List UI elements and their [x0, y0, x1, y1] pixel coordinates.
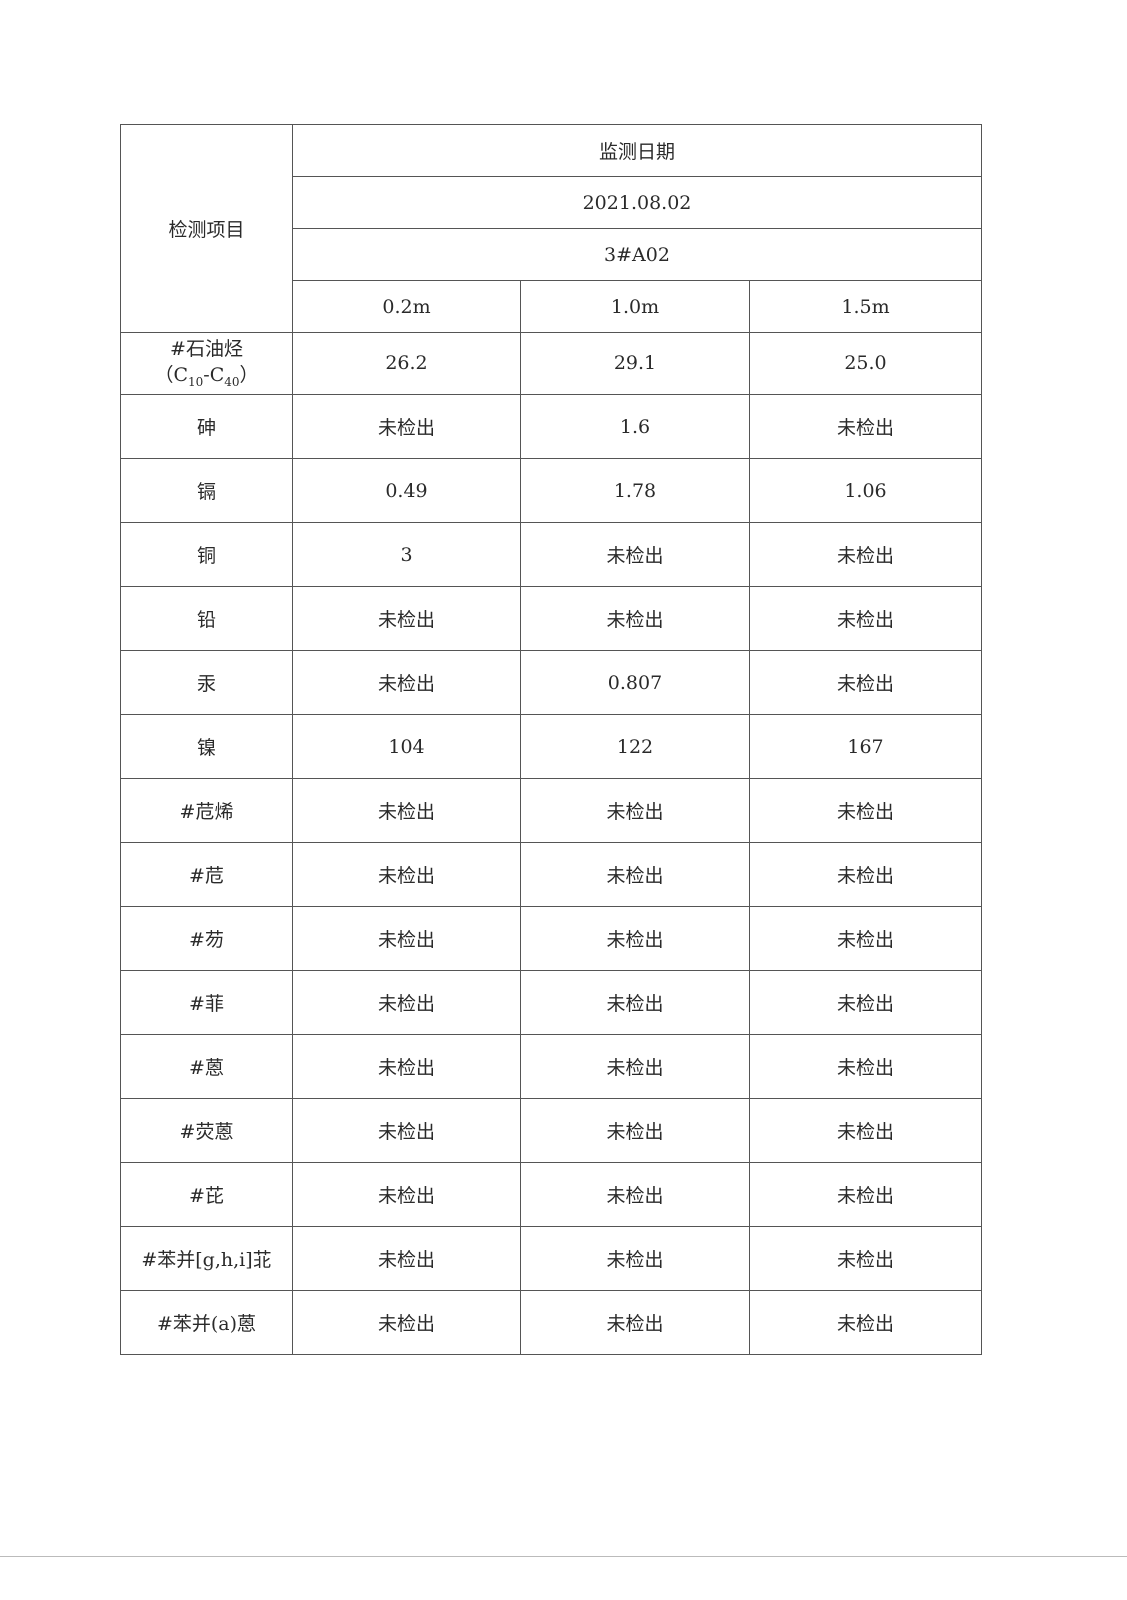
cell-value: 3 [292, 522, 521, 587]
table-row: 镉 0.49 1.78 1.06 [120, 458, 982, 523]
item-name: #菲 [120, 970, 293, 1035]
item-name: 镍 [120, 714, 293, 779]
cell-value: 未检出 [520, 1290, 750, 1355]
cell-value: 未检出 [292, 1226, 521, 1291]
cell-value: 未检出 [292, 970, 521, 1035]
item-label: #石油烃 [170, 338, 243, 361]
cell-value: 未检出 [749, 970, 982, 1035]
cell-value: 未检出 [520, 970, 750, 1035]
item-name: 铅 [120, 586, 293, 651]
cell-value: 104 [292, 714, 521, 779]
table-row: #苯并(a)蒽 未检出 未检出 未检出 [120, 1290, 982, 1355]
cell-value: 0.807 [520, 650, 750, 715]
cell-value: 未检出 [749, 842, 982, 907]
table-row: #芴 未检出 未检出 未检出 [120, 906, 982, 971]
cell-value: 未检出 [520, 842, 750, 907]
table-row: #石油烃 （C10-C40） 26.2 29.1 25.0 [120, 332, 982, 395]
cell-value: 25.0 [749, 332, 982, 395]
date-header: 监测日期 [292, 124, 982, 177]
item-name: #苊 [120, 842, 293, 907]
cell-value: 未检出 [520, 1034, 750, 1099]
cell-value: 未检出 [292, 1162, 521, 1227]
item-name: 铜 [120, 522, 293, 587]
cell-value: 未检出 [520, 1162, 750, 1227]
cell-value: 未检出 [749, 1034, 982, 1099]
table-row: 汞未检出 0.807 未检出 [120, 650, 982, 715]
cell-value: 167 [749, 714, 982, 779]
item-name: #荧蒽 [120, 1098, 293, 1163]
item-name: #苊烯 [120, 778, 293, 843]
table-row: #芘 未检出 未检出 未检出 [120, 1162, 982, 1227]
cell-value: 未检出 [749, 394, 982, 459]
item-name: #芘 [120, 1162, 293, 1227]
cell-value: 1.06 [749, 458, 982, 523]
cell-value: 未检出 [520, 906, 750, 971]
item-name: #苯并(a)蒽 [120, 1290, 293, 1355]
cell-value: 29.1 [520, 332, 750, 395]
cell-value: 未检出 [520, 586, 750, 651]
cell-value: 1.6 [520, 394, 750, 459]
cell-value: 1.78 [520, 458, 750, 523]
depth-header: 1.0m [520, 280, 750, 333]
cell-value: 0.49 [292, 458, 521, 523]
depth-header: 0.2m [292, 280, 521, 333]
cell-value: 未检出 [749, 650, 982, 715]
cell-value: 未检出 [292, 586, 521, 651]
cell-value: 未检出 [520, 778, 750, 843]
table-row: #荧蒽 未检出 未检出 未检出 [120, 1098, 982, 1163]
cell-value: 未检出 [520, 1226, 750, 1291]
table-row: 铜 3 未检出 未检出 [120, 522, 982, 587]
table-row: #菲 未检出 未检出 未检出 [120, 970, 982, 1035]
cell-value: 未检出 [292, 778, 521, 843]
table-row: 砷未检出 1.6 未检出 [120, 394, 982, 459]
cell-value: 122 [520, 714, 750, 779]
item-name: 汞 [120, 650, 293, 715]
page-edge-line [0, 1556, 1127, 1557]
point-id: 3#A02 [292, 228, 982, 281]
item-header: 检测项目 [120, 124, 293, 333]
date-value: 2021.08.02 [292, 176, 982, 229]
item-name: 砷 [120, 394, 293, 459]
cell-value: 未检出 [749, 1162, 982, 1227]
table-row: #苊 未检出 未检出 未检出 [120, 842, 982, 907]
cell-value: 未检出 [520, 1098, 750, 1163]
cell-value: 未检出 [292, 650, 521, 715]
table-row: #蒽 未检出 未检出 未检出 [120, 1034, 982, 1099]
cell-value: 未检出 [292, 906, 521, 971]
item-name: 镉 [120, 458, 293, 523]
cell-value: 未检出 [749, 586, 982, 651]
cell-value: 未检出 [749, 522, 982, 587]
cell-value: 未检出 [749, 1290, 982, 1355]
cell-value: 未检出 [292, 1098, 521, 1163]
item-name: #蒽 [120, 1034, 293, 1099]
cell-value: 未检出 [292, 1034, 521, 1099]
cell-value: 未检出 [292, 842, 521, 907]
cell-value: 未检出 [749, 1098, 982, 1163]
table-row: 镍 104 122 167 [120, 714, 982, 779]
item-formula: （C10-C40） [154, 363, 259, 389]
depth-header: 1.5m [749, 280, 982, 333]
cell-value: 未检出 [749, 906, 982, 971]
cell-value: 未检出 [520, 522, 750, 587]
cell-value: 未检出 [292, 1290, 521, 1355]
cell-value: 未检出 [292, 394, 521, 459]
table-row: 铅未检出 未检出 未检出 [120, 586, 982, 651]
item-name: #石油烃 （C10-C40） [120, 332, 293, 395]
item-name: #苯并[g,h,i]苝 [120, 1226, 293, 1291]
table-row: #苯并[g,h,i]苝 未检出 未检出 未检出 [120, 1226, 982, 1291]
item-name: #芴 [120, 906, 293, 971]
cell-value: 未检出 [749, 778, 982, 843]
cell-value: 26.2 [292, 332, 521, 395]
table-row: #苊烯 未检出 未检出 未检出 [120, 778, 982, 843]
cell-value: 未检出 [749, 1226, 982, 1291]
results-table: 检测项目 监测日期 2021.08.02 3#A02 0.2m 1.0m 1.5… [120, 124, 982, 1355]
